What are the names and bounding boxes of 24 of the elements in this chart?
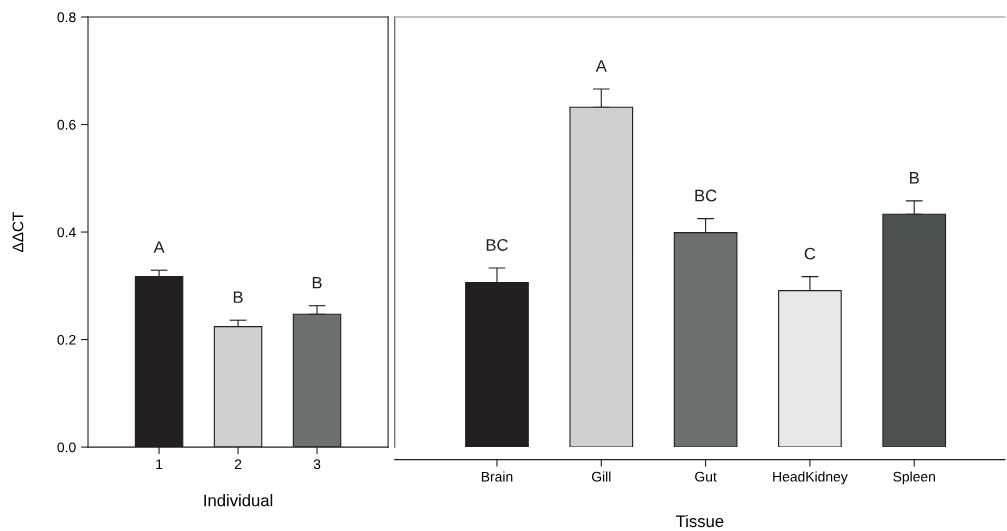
annotation: B (233, 291, 243, 303)
annotation: A (153, 241, 165, 253)
annotation: C (804, 247, 816, 260)
x-tick-label: HeadKidney (773, 471, 848, 485)
annotation: BC (695, 189, 717, 202)
x-tick-label: 1 (156, 459, 163, 469)
x-tick-label: Gill (591, 471, 611, 482)
x-tick-label: 3 (313, 459, 321, 470)
annotation: B (910, 172, 919, 184)
annotation: A (595, 60, 607, 72)
y-tick-label: 0.0 (57, 442, 76, 453)
y-tick-label: 0.2 (57, 334, 76, 345)
x-axis-title: Tissue (676, 514, 724, 528)
y-tick-label: 0.6 (57, 119, 76, 130)
y-tick-label: 0.4 (57, 227, 76, 238)
annotation: B (312, 276, 322, 289)
y-axis-title: ΔΔCT (12, 212, 24, 252)
x-tick-label: Spleen (893, 471, 935, 485)
x-tick-label: Gut (695, 471, 717, 482)
x-tick-label: Brain (481, 471, 513, 482)
y-tick-label: 0.8 (57, 12, 76, 23)
x-axis-title: Individual (204, 494, 273, 507)
x-tick-label: 2 (234, 459, 242, 469)
annotation: BC (486, 239, 508, 251)
